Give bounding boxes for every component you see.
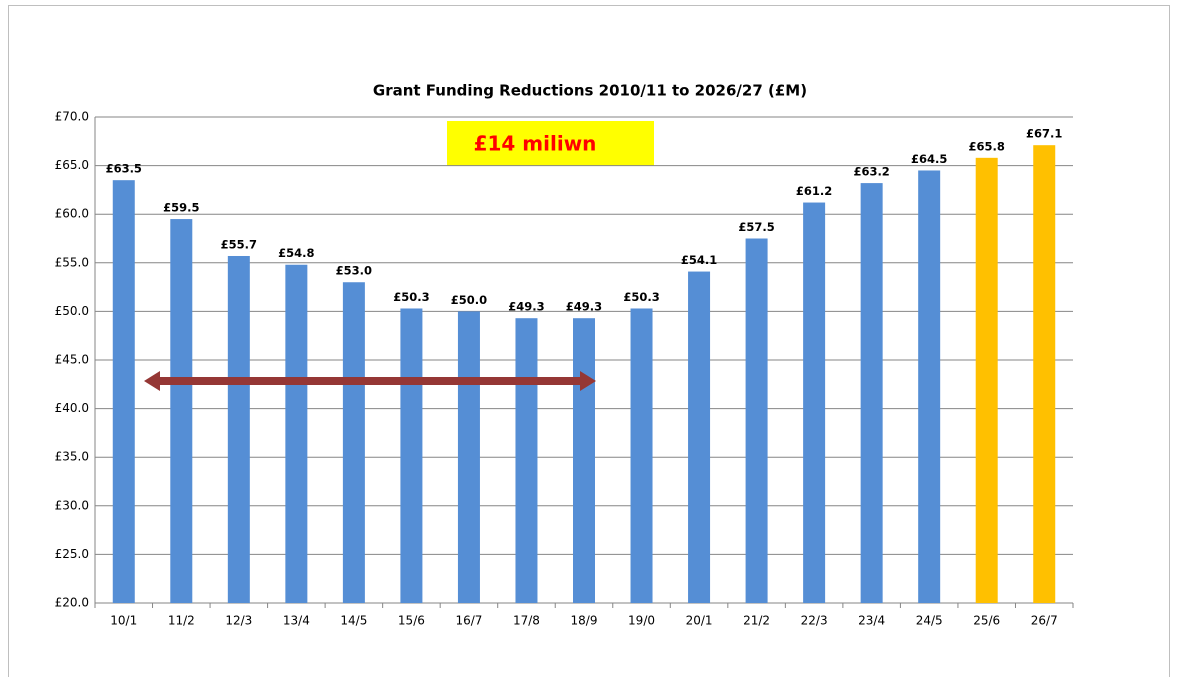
value-label: £63.5	[106, 162, 142, 176]
y-tick-label: £30.0	[55, 498, 89, 512]
value-label: £54.8	[278, 246, 314, 260]
value-label: £65.8	[969, 139, 1005, 153]
arrow	[144, 371, 596, 391]
x-tick-label: 26/7	[1031, 614, 1058, 628]
bar	[112, 180, 135, 603]
y-tick-label: £70.0	[55, 110, 89, 124]
bar	[170, 219, 193, 603]
y-tick-label: £40.0	[55, 401, 89, 415]
y-tick-label: £25.0	[55, 547, 89, 561]
x-tick-label: 22/3	[801, 614, 828, 628]
x-tick-label: 11/2	[168, 614, 195, 628]
value-label: £50.3	[393, 290, 429, 304]
chart-title: Grant Funding Reductions 2010/11 to 2026…	[373, 82, 807, 100]
value-label: £63.2	[853, 165, 889, 179]
annotation: £14 miliwn	[474, 132, 597, 156]
bar	[573, 318, 595, 603]
bar	[918, 170, 941, 603]
bar	[515, 318, 538, 603]
value-label: £61.2	[796, 184, 832, 198]
x-tick-label: 23/4	[858, 614, 885, 628]
chart-frame	[8, 5, 1170, 681]
x-tick-label: 16/7	[455, 614, 482, 628]
y-tick-label: £20.0	[55, 596, 89, 610]
value-label: £49.3	[566, 300, 602, 314]
y-tick-label: £50.0	[55, 304, 89, 318]
x-tick-label: 13/4	[283, 614, 310, 628]
x-tick-label: 14/5	[340, 614, 367, 628]
y-tick-label: £35.0	[55, 450, 89, 464]
bar	[342, 282, 365, 603]
arrow-head	[144, 371, 160, 391]
value-label: £53.0	[336, 264, 372, 278]
bar	[860, 183, 883, 603]
arrow-head	[580, 371, 596, 391]
bar	[1033, 145, 1056, 604]
x-tick-label: 21/2	[743, 614, 770, 628]
bar	[975, 157, 998, 603]
bar	[803, 202, 826, 603]
value-label: £64.5	[911, 152, 947, 166]
x-tick-label: 17/8	[513, 614, 540, 628]
x-tick-label: 18/9	[571, 614, 598, 628]
y-tick-label: £65.0	[55, 158, 89, 172]
y-tick-label: £55.0	[55, 255, 89, 269]
x-tick-label: 10/1	[110, 614, 137, 628]
bar	[285, 264, 308, 603]
bar	[745, 238, 768, 603]
x-tick-label: 25/6	[973, 614, 1000, 628]
value-label: £50.3	[623, 290, 659, 304]
bar	[688, 271, 711, 603]
x-tick-label: 20/1	[686, 614, 713, 628]
value-label: £54.1	[681, 253, 717, 267]
x-tick-label: 24/5	[916, 614, 943, 628]
value-label: £67.1	[1026, 127, 1062, 141]
bar	[630, 308, 653, 603]
bar	[400, 308, 423, 603]
x-tick-label: 19/0	[628, 614, 655, 628]
value-label: £50.0	[451, 293, 487, 307]
annotation-box	[447, 121, 654, 166]
y-tick-label: £45.0	[55, 353, 89, 367]
x-tick-label: 15/6	[398, 614, 425, 628]
value-label: £49.3	[508, 300, 544, 314]
value-label: £59.5	[163, 201, 199, 215]
x-tick-label: 12/3	[225, 614, 252, 628]
plot: £20.0 £25.0 £30.0 £35.0 £40.0 £45.0 £50.0 £55.0…	[55, 110, 1074, 628]
value-label: £55.7	[221, 237, 257, 251]
value-label: £57.5	[738, 220, 774, 234]
bar	[457, 311, 480, 603]
bar	[227, 255, 250, 603]
y-tick-label: £60.0	[55, 207, 89, 221]
